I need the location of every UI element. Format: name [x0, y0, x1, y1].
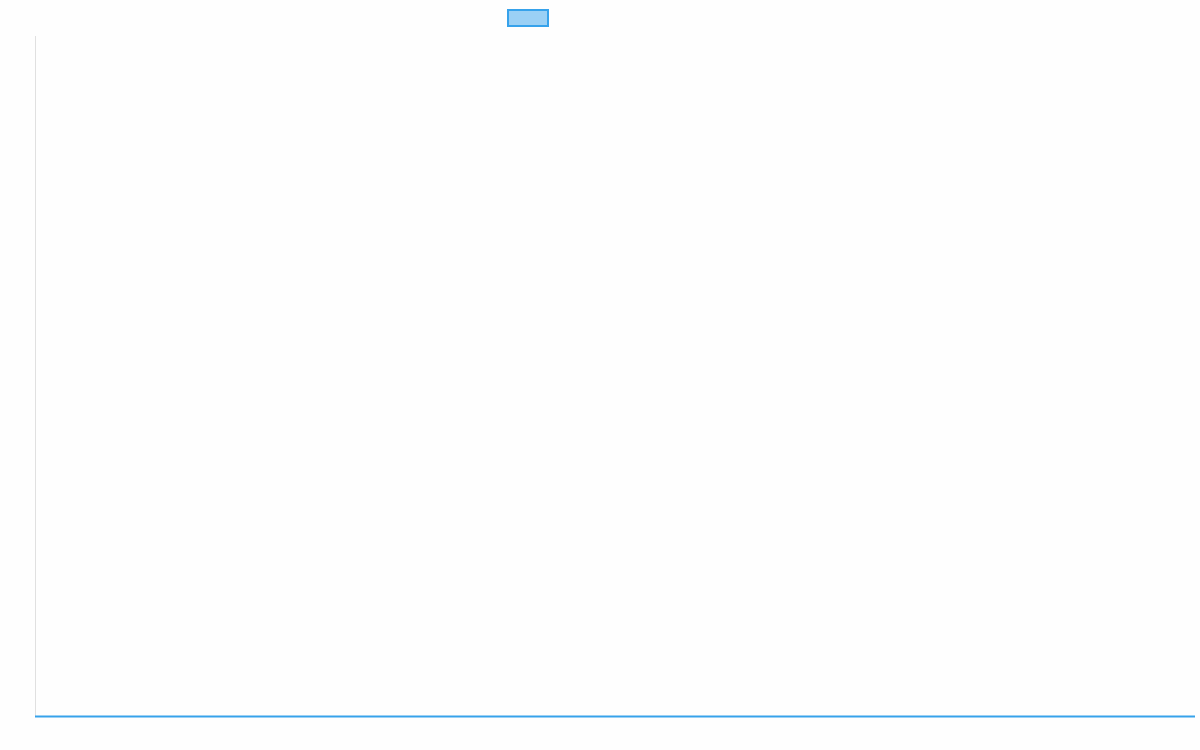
legend: [507, 9, 555, 27]
legend-swatch[interactable]: [507, 9, 549, 27]
